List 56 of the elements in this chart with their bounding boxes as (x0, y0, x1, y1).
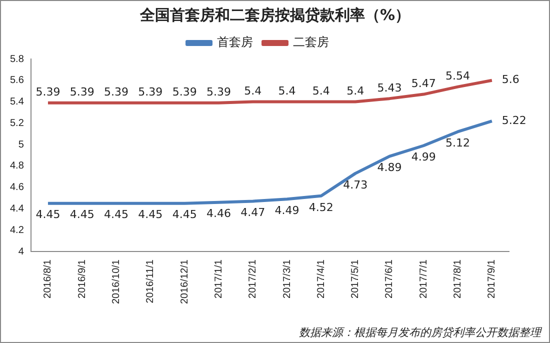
data-label: 4.47 (240, 206, 266, 220)
data-label: 4.49 (274, 204, 300, 217)
x-tick-label: 2017/7/1 (418, 259, 430, 298)
data-label: 5.4 (312, 84, 330, 98)
x-tick-label: 2017/6/1 (384, 259, 396, 298)
x-tick-label: 2016/12/1 (179, 259, 190, 304)
data-label: 5.39 (36, 86, 60, 99)
y-tick-label: 4.8 (10, 160, 24, 172)
y-tick-label: 4.6 (10, 182, 24, 194)
data-label: 4.45 (172, 208, 197, 222)
data-label: 4.45 (70, 208, 94, 222)
x-tick-label: 2017/8/1 (452, 259, 464, 298)
x-tick-label: 2017/4/1 (316, 259, 327, 298)
y-tick-label: 5 (18, 139, 24, 150)
data-label: 5.39 (206, 86, 231, 99)
x-tick-label: 2017/3/1 (282, 259, 293, 298)
x-tick-label: 2016/11/1 (145, 259, 156, 304)
data-label: 5.12 (446, 136, 470, 150)
y-tick-label: 4.4 (10, 203, 24, 214)
data-label: 4.52 (308, 200, 334, 214)
data-label: 5.39 (138, 86, 163, 99)
data-label: 5.4 (346, 84, 364, 98)
data-label: 4.73 (343, 178, 368, 192)
data-label: 4.45 (36, 208, 60, 222)
data-label: 4.45 (104, 208, 129, 222)
data-label: 5.6 (502, 73, 520, 86)
x-tick-label: 2016/10/1 (111, 259, 122, 304)
data-label: 5.4 (244, 84, 262, 98)
data-label: 4.99 (411, 150, 436, 164)
data-label: 4.46 (206, 207, 231, 220)
x-tick-label: 2017/2/1 (248, 259, 259, 298)
x-tick-label: 2016/9/1 (76, 259, 88, 298)
data-label: 5.39 (172, 86, 197, 99)
y-tick-label: 5.6 (10, 75, 24, 86)
x-tick-label: 2016/8/1 (42, 259, 54, 298)
y-tick-label: 5.4 (10, 96, 24, 108)
data-label: 4.45 (138, 208, 163, 222)
x-tick-label: 2017/5/1 (350, 259, 362, 298)
chart-title: 全国首套房和二套房按揭贷款利率（%） (138, 5, 412, 26)
data-label: 5.39 (70, 86, 94, 99)
data-label: 5.4 (278, 84, 296, 98)
legend-label: 首套房 (217, 35, 253, 50)
data-label: 4.89 (377, 161, 402, 174)
y-tick-label: 5.8 (10, 54, 24, 65)
data-label: 5.54 (446, 70, 470, 83)
data-label: 5.47 (411, 77, 436, 90)
data-label: 5.43 (377, 81, 402, 94)
x-tick-label: 2017/9/1 (486, 259, 498, 298)
data-label: 5.22 (502, 114, 526, 127)
legend-label: 二套房 (293, 35, 329, 50)
y-tick-label: 4.2 (10, 224, 24, 236)
y-tick-label: 4 (18, 246, 24, 258)
source-note: 数据来源：根据每月发布的房贷利率公开数据整理 (299, 325, 541, 340)
y-tick-label: 5.2 (10, 118, 24, 129)
data-label: 5.39 (104, 86, 129, 99)
x-tick-label: 2017/1/1 (213, 259, 224, 298)
